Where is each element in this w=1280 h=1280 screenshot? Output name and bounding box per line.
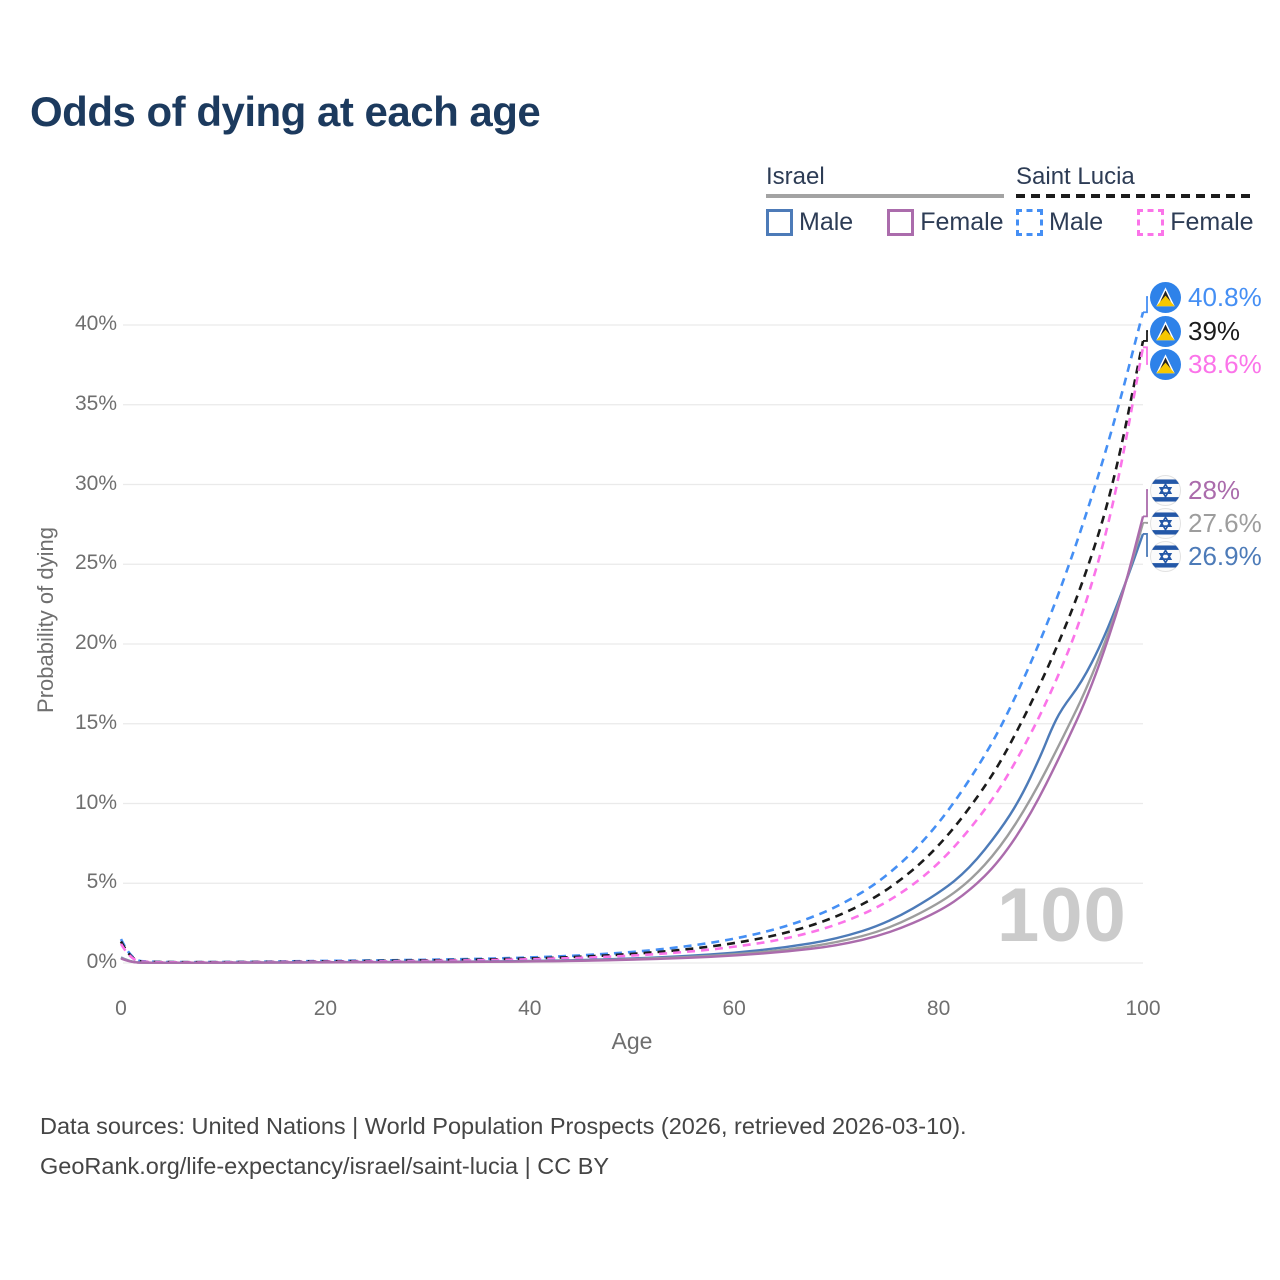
legend-label-saint-lucia-female: Female	[1170, 208, 1254, 236]
y-tick-label: 40%	[74, 312, 117, 335]
series-line-0	[119, 311, 1145, 964]
end-label-saint-lucia-male: 40.8%	[1150, 281, 1262, 313]
legend-title-israel: Israel	[766, 163, 825, 190]
end-label-connector	[1143, 296, 1148, 314]
x-tick-label: 40	[518, 997, 542, 1020]
y-axis-title: Probability of dying	[33, 527, 58, 713]
y-tick-label: 5%	[86, 870, 117, 894]
end-label-israel-male: 26.9%	[1150, 540, 1262, 572]
saint-lucia-flag-icon	[1150, 316, 1181, 347]
end-label-value: 28%	[1188, 474, 1241, 505]
legend-item-saint-lucia-female[interactable]: Female	[1137, 208, 1254, 237]
end-label-connector	[1143, 489, 1148, 518]
y-tick-label: 10%	[74, 790, 117, 814]
legend-underline-israel	[766, 194, 1004, 198]
end-label-value: 26.9%	[1188, 540, 1262, 571]
end-label-value: 40.8%	[1188, 281, 1262, 312]
end-label-connector	[1143, 533, 1148, 557]
x-tick-label: 100	[1125, 997, 1161, 1020]
legend-item-israel-female[interactable]: Female	[887, 208, 1004, 237]
legend-label-israel-male: Male	[799, 208, 854, 236]
legend-swatch-saint-lucia-male[interactable]	[1016, 209, 1043, 236]
legend-group-saint-lucia: Saint Lucia Male Female	[1016, 163, 1254, 237]
end-label-saint-lucia-total: 39%	[1150, 315, 1240, 347]
series-line-1	[119, 340, 1145, 964]
end-label-israel-female: 28%	[1150, 474, 1240, 506]
footer-line-2: GeoRank.org/life-expectancy/israel/saint…	[40, 1153, 610, 1179]
data-source-footer: Data sources: United Nations | World Pop…	[40, 1106, 967, 1186]
israel-flag-icon	[1150, 475, 1181, 506]
israel-flag-icon	[1150, 508, 1181, 539]
end-label-connector	[1143, 346, 1148, 365]
y-tick-label: 20%	[74, 631, 117, 654]
israel-flag-icon	[1150, 541, 1181, 572]
x-tick-label: 60	[722, 997, 746, 1020]
legend-group-israel: Israel Male Female	[766, 163, 1004, 237]
legend-swatch-israel-female[interactable]	[887, 209, 915, 236]
x-axis-title: Age	[611, 1028, 653, 1054]
y-tick-label: 25%	[74, 551, 117, 575]
end-label-saint-lucia-female: 38.6%	[1150, 348, 1262, 380]
series-line-4	[120, 522, 1145, 964]
footer-line-1: Data sources: United Nations | World Pop…	[40, 1113, 967, 1139]
y-tick-label: 15%	[74, 710, 117, 734]
watermark-age-100: 100	[997, 873, 1127, 958]
saint-lucia-flag-icon	[1150, 282, 1181, 313]
legend-item-saint-lucia-male[interactable]: Male	[1016, 208, 1103, 237]
legend-swatch-saint-lucia-female[interactable]	[1137, 209, 1165, 236]
x-tick-label: 20	[313, 997, 338, 1020]
saint-lucia-flag-icon	[1150, 349, 1181, 380]
legend-item-israel-male[interactable]: Male	[766, 208, 853, 237]
legend-title-saint-lucia: Saint Lucia	[1016, 163, 1135, 190]
y-tick-label: 30%	[74, 471, 117, 495]
y-tick-label: 0%	[86, 950, 117, 973]
legend-label-israel-female: Female	[920, 208, 1004, 236]
end-label-value: 38.6%	[1188, 348, 1262, 379]
x-tick-label: 80	[926, 997, 951, 1020]
end-label-israel-total: 27.6%	[1150, 507, 1262, 539]
legend-underline-saint-lucia	[1016, 194, 1254, 198]
end-label-connector	[1143, 330, 1148, 342]
page-title: Odds of dying at each age	[30, 88, 541, 135]
y-tick-label: 35%	[74, 391, 117, 415]
end-label-value: 39%	[1188, 315, 1241, 346]
x-tick-label: 0	[115, 997, 127, 1020]
series-line-2	[119, 347, 1145, 964]
series-line-5	[120, 516, 1145, 964]
legend-swatch-israel-male[interactable]	[766, 209, 793, 236]
legend-label-saint-lucia-male: Male	[1049, 208, 1104, 236]
end-label-value: 27.6%	[1188, 507, 1262, 538]
